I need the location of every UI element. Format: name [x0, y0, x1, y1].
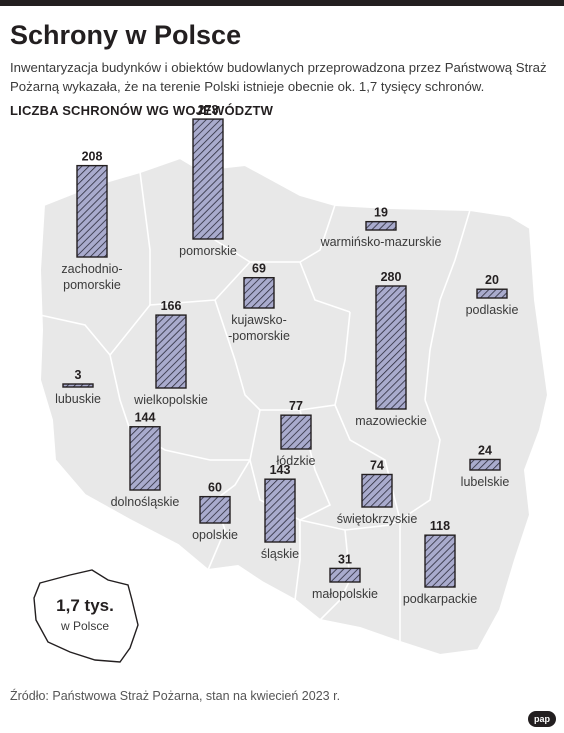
bar-malopolskie	[329, 567, 361, 583]
region-label-pomorskie: pomorskie	[179, 244, 237, 258]
region-label-wielkopolskie: wielkopolskie	[133, 393, 208, 407]
bar-swietokrzyskie	[361, 473, 393, 508]
value-label-kujawsko-pomorskie: 69	[252, 262, 266, 276]
value-label-pomorskie: 273	[198, 103, 219, 117]
value-label-podlaskie: 20	[485, 273, 499, 287]
value-label-dolnoslaskie: 144	[135, 411, 156, 425]
poland-outline	[38, 156, 550, 657]
value-label-zachodniopomorskie: 208	[82, 150, 103, 164]
bar-dolnoslaskie	[129, 426, 161, 491]
bar-mazowieckie	[375, 285, 407, 410]
region-label-slaskie: śląskie	[261, 547, 299, 561]
bar-kujawsko-pomorskie	[243, 276, 275, 309]
bar-podkarpackie	[424, 534, 456, 588]
value-label-lubuskie: 3	[75, 368, 82, 382]
region-label-podkarpackie: podkarpackie	[403, 592, 477, 606]
source-note: Źródło: Państwowa Straż Pożarna, stan na…	[10, 689, 341, 703]
bar-wielkopolskie	[155, 314, 187, 389]
region-label-lubelskie: lubelskie	[461, 475, 510, 489]
region-label-lubuskie: lubuskie	[55, 392, 101, 406]
bar-opolskie	[199, 495, 231, 524]
inset-total-caption: w Polsce	[60, 619, 110, 633]
region-label-opolskie: opolskie	[192, 528, 238, 542]
region-label-lodzkie: łódzkie	[277, 454, 316, 468]
value-label-lodzkie: 77	[289, 399, 303, 413]
region-label-mazowieckie: mazowieckie	[355, 414, 427, 428]
inset-total-value: 1,7 tys.	[56, 596, 114, 615]
pap-logo: pap	[528, 711, 556, 727]
bar-warminsko-mazurskie	[365, 220, 397, 231]
top-rule	[0, 0, 564, 6]
region-label-podlaskie: podlaskie	[466, 303, 519, 317]
region-label-malopolskie: małopolskie	[312, 587, 378, 601]
inset-poland-outline	[33, 569, 139, 663]
bar-pomorskie	[192, 118, 224, 240]
region-label-swietokrzyskie: świętokrzyskie	[337, 512, 418, 526]
pap-logo-text: pap	[533, 714, 550, 724]
region-label-zachodniopomorskie-1: zachodnio-	[61, 262, 122, 276]
bar-lodzkie	[280, 414, 312, 450]
bar-podlaskie	[476, 288, 508, 299]
value-label-podkarpackie: 118	[430, 519, 450, 533]
region-label-dolnoslaskie: dolnośląskie	[111, 495, 180, 509]
value-label-opolskie: 60	[208, 481, 222, 495]
value-label-malopolskie: 31	[338, 552, 352, 566]
bar-lubuskie	[62, 383, 94, 388]
section-label: LICZBA SCHRONÓW WG WOJEWÓDZTW	[10, 103, 274, 118]
value-label-lubelskie: 24	[478, 443, 492, 457]
region-label-kujawsko-pomorskie-2: -pomorskie	[228, 329, 290, 343]
region-label-warminsko-mazurskie: warmińsko-mazurskie	[320, 235, 442, 249]
value-label-mazowieckie: 280	[381, 270, 402, 284]
region-label-kujawsko-pomorskie-1: kujawsko-	[231, 313, 287, 327]
value-label-wielkopolskie: 166	[161, 299, 182, 313]
value-label-warminsko-mazurskie: 19	[374, 206, 388, 220]
bar-layer: 208 zachodnio-pomorskie 273 pomorskie 19 warm…	[55, 103, 518, 606]
value-label-swietokrzyskie: 74	[370, 458, 384, 472]
bar-zachodniopomorskie	[76, 164, 108, 258]
page-title: Schrony w Polsce	[10, 20, 242, 50]
bar-slaskie	[264, 478, 296, 543]
page-subtitle: Inwentaryzacja budynków i obiektów budow…	[10, 60, 547, 94]
region-label-zachodniopomorskie-2: pomorskie	[63, 278, 121, 292]
value-label-slaskie: 143	[270, 463, 291, 477]
bar-lubelskie	[469, 458, 501, 471]
